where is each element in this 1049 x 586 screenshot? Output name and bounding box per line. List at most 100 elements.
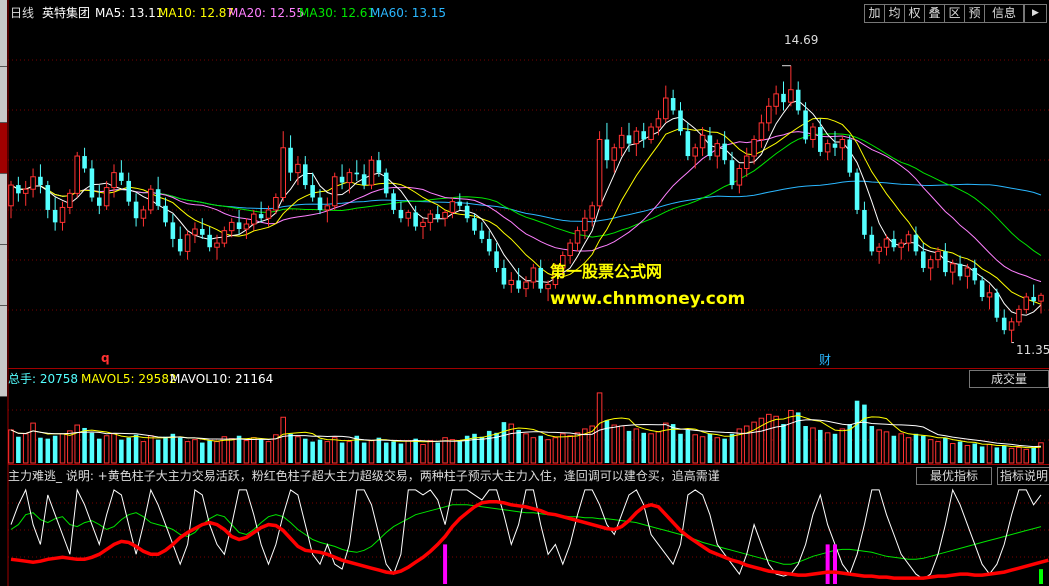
candle-body-up [214, 242, 220, 248]
period-label[interactable]: 日线 [10, 6, 35, 20]
candle-body-up [265, 209, 272, 219]
volume-bar-up [214, 441, 220, 464]
candle-body-down [994, 292, 1000, 318]
side-tab-2[interactable] [0, 67, 7, 123]
candle-body-up [773, 93, 779, 107]
volume-bar-up [1023, 448, 1030, 464]
candle-body-up [751, 138, 757, 157]
toolbar-add-button[interactable]: 加 [864, 4, 885, 23]
volume-bar-up [648, 433, 654, 464]
volume-bar-down [670, 424, 676, 463]
volume-bar-up [935, 441, 941, 464]
volume-bar-up [265, 441, 272, 464]
toolbar-range-button[interactable]: 区 [944, 4, 965, 23]
candle-body-up [1008, 321, 1015, 331]
candle-body-down [722, 143, 727, 161]
indicator-red-line [10, 500, 1049, 580]
volume-bar-up [574, 432, 581, 464]
side-tab-6[interactable] [0, 306, 7, 397]
candle-body-down [957, 263, 963, 277]
volume-bar-down [626, 430, 632, 463]
best-indicator-button[interactable]: 最优指标 [916, 467, 992, 485]
ma20-value: MA20: 12.55 [228, 6, 305, 20]
volume-bar-down [236, 435, 242, 463]
volume-bar-up [964, 444, 971, 464]
volume-bar-down [472, 433, 477, 463]
candle-body-up [567, 242, 573, 257]
candle-body-down [472, 218, 477, 231]
side-tab-kline[interactable] [0, 123, 7, 174]
candle-body-up [898, 242, 904, 248]
candle-body-down [16, 185, 21, 194]
volume-bar-down [501, 422, 507, 463]
volume-bar-down [795, 412, 801, 463]
side-tab-1[interactable] [0, 0, 7, 67]
candle-body-down [288, 147, 293, 173]
candle-body-down [832, 143, 838, 148]
candle-body-up [736, 167, 743, 186]
side-tab-5[interactable] [0, 245, 7, 306]
candle-body-down [818, 127, 823, 152]
toolbar-scroll-right-button[interactable]: ▶ [1024, 4, 1047, 23]
volume-bar-up [523, 433, 529, 464]
candle-body-down [82, 156, 87, 169]
volume-bar-down [781, 424, 786, 463]
candle-body-down [604, 139, 610, 161]
volume-bar-up [1016, 446, 1022, 464]
candle-body-up [589, 205, 595, 219]
candle-body-up [295, 163, 301, 174]
volume-bar-up [824, 432, 831, 464]
candle-body-up [545, 284, 551, 290]
candle-body-up [935, 250, 941, 261]
candle-body-down [479, 230, 485, 239]
volume-bar-down [707, 433, 713, 463]
volume-bar-down [258, 439, 264, 463]
candle-body-up [184, 234, 191, 252]
event-marker-q[interactable]: q [101, 351, 110, 365]
candle-body-up [743, 155, 750, 169]
candle-body-down [729, 160, 735, 186]
toolbar-info-button[interactable]: 信息 [984, 4, 1024, 23]
volume-bar-down [391, 441, 396, 463]
candle-body-down [781, 93, 786, 103]
indicator-green-bar [1039, 569, 1043, 584]
volume-bar-down [133, 434, 139, 463]
candle-body-down [97, 197, 102, 206]
candle-body-down [391, 193, 396, 210]
side-tab-4[interactable] [0, 174, 7, 245]
toolbar-overlay-button[interactable]: 叠 [924, 4, 945, 23]
volume-bar-down [957, 441, 963, 463]
volume-bar-up [140, 441, 147, 464]
candle-body-up [508, 279, 515, 286]
volume-bar-down [398, 443, 404, 463]
candle-body-down [494, 251, 499, 268]
volume-bar-up [692, 434, 698, 464]
toolbar-rights-button[interactable]: 权 [904, 4, 925, 23]
indicator-description-button[interactable]: 指标说明 [997, 467, 1049, 485]
volume-bar-down [126, 437, 131, 463]
volume-bar-up [663, 422, 669, 464]
candle-body-up [905, 234, 912, 244]
super-major-bar [825, 544, 830, 584]
volume-bar-up [111, 433, 117, 464]
toolbar-forecast-button[interactable]: 预 [964, 4, 985, 23]
candle-body-up [964, 267, 971, 277]
candle-body-up [1023, 296, 1030, 310]
volume-bar-up [839, 428, 846, 464]
candle-body-up [530, 267, 537, 283]
volume-bar-down [317, 439, 323, 463]
candle-body-down [339, 176, 345, 183]
volume-bar-up [582, 428, 588, 464]
ma30-line [10, 133, 1042, 256]
volume-bar-up [788, 409, 794, 464]
volume-bar-down [52, 435, 58, 463]
candle-body-down [641, 131, 646, 140]
toolbar-average-button[interactable]: 均 [884, 4, 905, 23]
event-marker-finance[interactable]: 财 [819, 353, 832, 367]
volume-bar-down [862, 404, 867, 463]
candle-body-down [979, 280, 985, 297]
volume-indicator-button[interactable]: 成交量 [969, 370, 1049, 388]
volume-bar-down [516, 429, 521, 463]
volume-bar-down [538, 435, 543, 463]
